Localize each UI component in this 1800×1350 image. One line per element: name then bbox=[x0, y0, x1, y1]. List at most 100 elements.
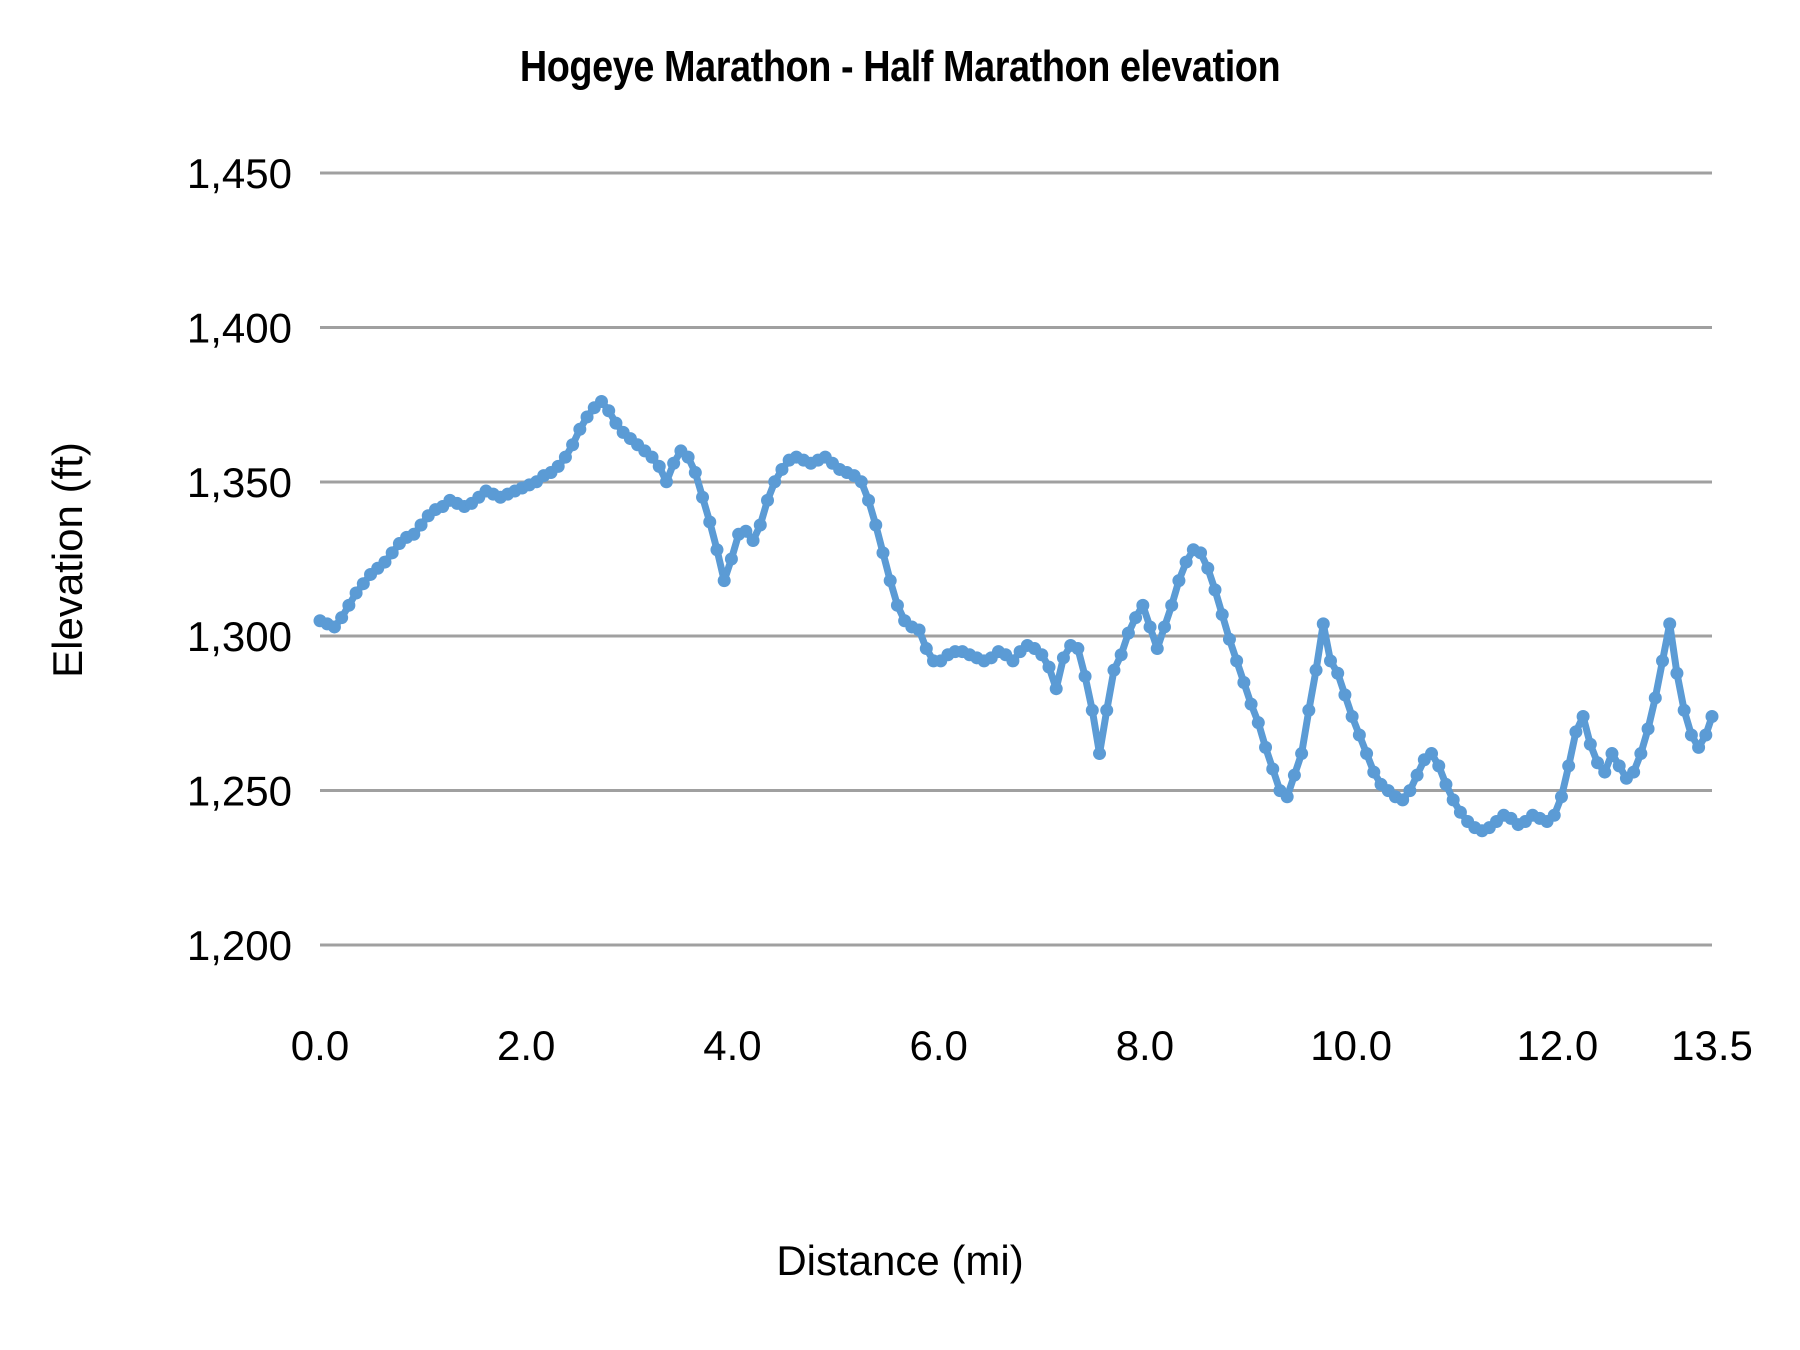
series-marker bbox=[1612, 759, 1626, 773]
y-tick-label: 1,250 bbox=[187, 768, 292, 815]
series-marker bbox=[1035, 648, 1049, 662]
series-marker bbox=[1352, 728, 1366, 742]
series-marker bbox=[558, 450, 572, 464]
series-marker bbox=[1576, 709, 1590, 723]
x-tick-label: 13.5 bbox=[1671, 1022, 1753, 1069]
series-marker bbox=[667, 456, 681, 470]
x-axis-tick-labels: 0.0 2.0 4.0 6.0 8.0 10.0 12.0 13.5 bbox=[291, 1022, 1753, 1069]
series-marker bbox=[1656, 654, 1670, 668]
series-marker bbox=[407, 527, 421, 541]
series-marker bbox=[1107, 663, 1121, 677]
series-marker bbox=[1569, 725, 1583, 739]
series-marker bbox=[1244, 697, 1258, 711]
series-marker bbox=[876, 546, 890, 560]
series-marker bbox=[1194, 546, 1208, 560]
series-marker bbox=[1446, 793, 1460, 807]
series-marker bbox=[551, 459, 565, 473]
series-marker bbox=[746, 533, 760, 547]
series-marker bbox=[1085, 703, 1099, 717]
series-marker bbox=[1042, 660, 1056, 674]
series-marker bbox=[1677, 703, 1691, 717]
series-marker bbox=[681, 450, 695, 464]
x-tick-label: 10.0 bbox=[1310, 1022, 1392, 1069]
series-marker bbox=[1432, 759, 1446, 773]
series-marker bbox=[1157, 620, 1171, 634]
series-marker bbox=[869, 518, 883, 532]
series-marker bbox=[1331, 666, 1345, 680]
y-tick-label: 1,450 bbox=[187, 150, 292, 197]
series-marker bbox=[890, 598, 904, 612]
series-marker bbox=[1114, 648, 1128, 662]
series-marker bbox=[1266, 762, 1280, 776]
series-marker bbox=[1208, 583, 1222, 597]
series-marker bbox=[594, 395, 608, 409]
series-marker bbox=[1598, 765, 1612, 779]
series-marker bbox=[349, 586, 363, 600]
series-marker bbox=[385, 546, 399, 560]
y-axis-tick-labels: 1,450 1,400 1,350 1,300 1,250 1,200 bbox=[187, 150, 292, 969]
series-marker bbox=[1093, 747, 1107, 761]
series-marker bbox=[1222, 632, 1236, 646]
series-marker bbox=[566, 438, 580, 452]
series-marker bbox=[1121, 626, 1135, 640]
series-marker bbox=[1345, 709, 1359, 723]
series-marker bbox=[1006, 654, 1020, 668]
series-marker bbox=[1215, 608, 1229, 622]
series-marker bbox=[1641, 722, 1655, 736]
series-marker bbox=[1403, 784, 1417, 798]
series-marker bbox=[1165, 598, 1179, 612]
series-marker bbox=[1143, 620, 1157, 634]
series-marker bbox=[414, 518, 428, 532]
series-marker bbox=[1367, 765, 1381, 779]
series-marker bbox=[775, 462, 789, 476]
series-marker bbox=[912, 623, 926, 637]
gridlines bbox=[320, 171, 1712, 947]
series-marker bbox=[696, 490, 710, 504]
series-marker bbox=[1179, 555, 1193, 569]
series-marker bbox=[1591, 756, 1605, 770]
series-marker bbox=[1634, 747, 1648, 761]
series-marker bbox=[1439, 777, 1453, 791]
series-marker bbox=[1699, 728, 1713, 742]
x-tick-label: 0.0 bbox=[291, 1022, 349, 1069]
series-marker bbox=[1230, 654, 1244, 668]
data-series bbox=[313, 395, 1719, 838]
series-marker bbox=[1280, 790, 1294, 804]
series-marker bbox=[1078, 669, 1092, 683]
series-marker bbox=[1237, 676, 1251, 690]
y-tick-label: 1,300 bbox=[187, 613, 292, 660]
series-marker bbox=[1605, 747, 1619, 761]
series-marker bbox=[753, 518, 767, 532]
y-tick-label: 1,400 bbox=[187, 304, 292, 351]
series-marker bbox=[1295, 747, 1309, 761]
series-marker bbox=[580, 410, 594, 424]
series-marker bbox=[1705, 709, 1719, 723]
series-marker bbox=[703, 515, 717, 529]
series-marker bbox=[1627, 765, 1641, 779]
series-line bbox=[316, 398, 1716, 835]
series-marker bbox=[1056, 651, 1070, 665]
series-marker bbox=[1583, 737, 1597, 751]
series-marker bbox=[1547, 808, 1561, 822]
series-marker bbox=[1425, 747, 1439, 761]
series-marker bbox=[1129, 611, 1143, 625]
series-marker bbox=[854, 475, 868, 489]
series-marker bbox=[335, 611, 349, 625]
series-marker bbox=[378, 555, 392, 569]
series-marker bbox=[1692, 740, 1706, 754]
series-marker bbox=[1360, 747, 1374, 761]
series-marker bbox=[327, 620, 341, 634]
series-marker bbox=[1396, 793, 1410, 807]
x-axis-title: Distance (mi) bbox=[776, 1237, 1023, 1284]
series-marker bbox=[724, 552, 738, 566]
series-marker bbox=[1316, 617, 1330, 631]
series-marker bbox=[573, 422, 587, 436]
series-marker bbox=[609, 416, 623, 430]
x-tick-label: 2.0 bbox=[497, 1022, 555, 1069]
series-marker bbox=[645, 450, 659, 464]
series-marker bbox=[688, 466, 702, 480]
series-marker bbox=[1323, 654, 1337, 668]
series-marker bbox=[862, 493, 876, 507]
